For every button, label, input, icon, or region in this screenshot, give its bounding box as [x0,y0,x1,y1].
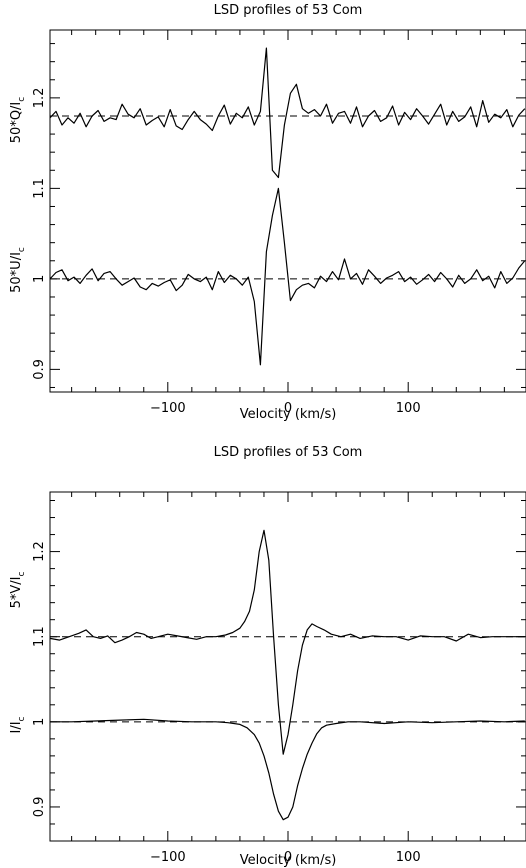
upper-y-label-u: 50*U/Ic [9,247,27,293]
upper-y-tick-labels: 0.9 1 1.1 1.2 [32,88,47,380]
lower-y-label-i: I/Ic [9,716,27,733]
y-tick-label: 1.1 [32,626,47,647]
y-tick-label: 0.9 [32,359,47,380]
y-tick-label: 1 [32,718,47,726]
series-line-1 [49,47,526,179]
upper-series-lines [49,47,526,366]
y-tick-label: 1.2 [32,88,47,109]
upper-y-label-q: 50*Q/Ic [9,97,27,144]
y-tick-label: 0.9 [32,797,47,818]
y-tick-label: 1.2 [32,541,47,562]
lower-x-tick-labels: −100 0 100 [150,850,421,865]
lower-panel: LSD profiles of 53 Com 0.9 1 1.1 1.2 −100 0 1… [9,445,526,868]
lower-plot-frame [49,491,526,842]
upper-chart-title: LSD profiles of 53 Com [214,3,363,18]
lower-axis-ticks [50,492,526,842]
y-tick-label: 1 [32,275,47,283]
x-tick-label: 0 [284,850,292,865]
upper-axis-ticks [50,30,526,392]
x-tick-label: 100 [396,401,421,416]
series-line-1 [49,529,525,755]
x-tick-label: 0 [284,401,292,416]
x-tick-label: −100 [150,850,186,865]
x-tick-label: 100 [396,850,421,865]
lower-y-tick-labels: 0.9 1 1.1 1.2 [32,541,47,817]
series-line-2 [49,187,526,366]
lower-reference-lines [50,636,526,723]
series-line-2 [50,718,525,821]
lower-chart-title: LSD profiles of 53 Com [214,445,363,460]
lower-x-axis-label: Velocity (km/s) [240,853,337,868]
upper-plot-frame [49,29,526,393]
lower-series-lines [49,529,525,821]
upper-x-axis-label: Velocity (km/s) [240,407,337,422]
upper-x-tick-labels: −100 0 100 [150,401,421,416]
x-tick-label: −100 [150,401,186,416]
y-tick-label: 1.1 [32,178,47,199]
lower-y-label-v: 5*V/Ic [9,572,27,609]
upper-reference-lines [50,115,526,280]
upper-panel: LSD profiles of 53 Com 0.9 1 1.1 1.2 −100 0 1… [9,3,526,422]
